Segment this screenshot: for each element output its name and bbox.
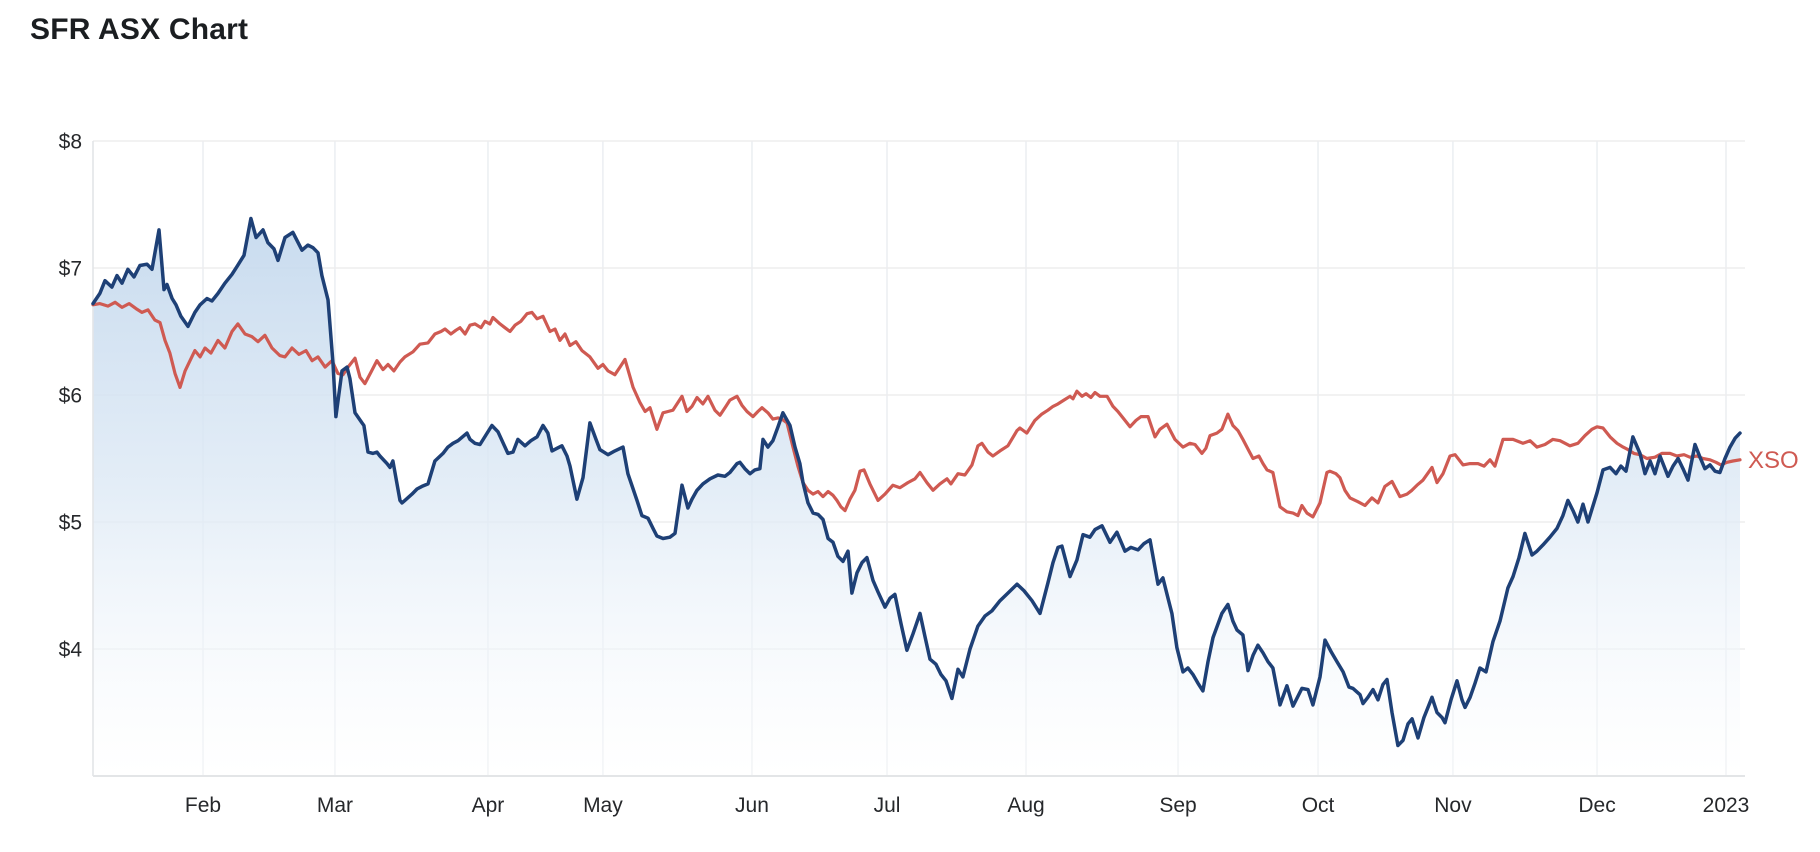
y-tick-label: $8: [59, 131, 82, 154]
x-tick-label: Mar: [317, 794, 353, 817]
y-tick-label: $5: [59, 512, 82, 535]
xso-series-line: [91, 300, 1742, 519]
page-title: SFR ASX Chart: [30, 13, 249, 46]
sfr-series-line: [91, 216, 1742, 748]
x-tick-label: Feb: [185, 794, 221, 817]
x-tick-label: May: [583, 794, 623, 817]
x-tick-label: Aug: [1007, 794, 1044, 817]
x-tick-label: Sep: [1159, 794, 1196, 817]
y-axis-labels: $8 $7 $6 $5 $4: [59, 131, 83, 662]
y-tick-label: $4: [59, 639, 83, 662]
x-tick-label: 2023: [1703, 794, 1750, 817]
x-axis-labels: Feb Mar Apr May Jun Jul Aug Sep Oct Nov Dec 2023: [185, 794, 1749, 817]
x-tick-label: Oct: [1302, 794, 1335, 817]
xso-series-label: XSO: [1748, 447, 1799, 474]
x-tick-label: Nov: [1434, 794, 1472, 817]
y-tick-label: $6: [59, 385, 82, 408]
x-tick-label: Jun: [735, 794, 769, 817]
x-tick-label: Apr: [472, 794, 505, 817]
x-tick-label: Dec: [1578, 794, 1615, 817]
sfr-area-fill: [93, 218, 1740, 776]
axis-border-lines: [92, 141, 1745, 777]
x-tick-label: Jul: [874, 794, 901, 817]
y-tick-label: $7: [59, 258, 82, 281]
